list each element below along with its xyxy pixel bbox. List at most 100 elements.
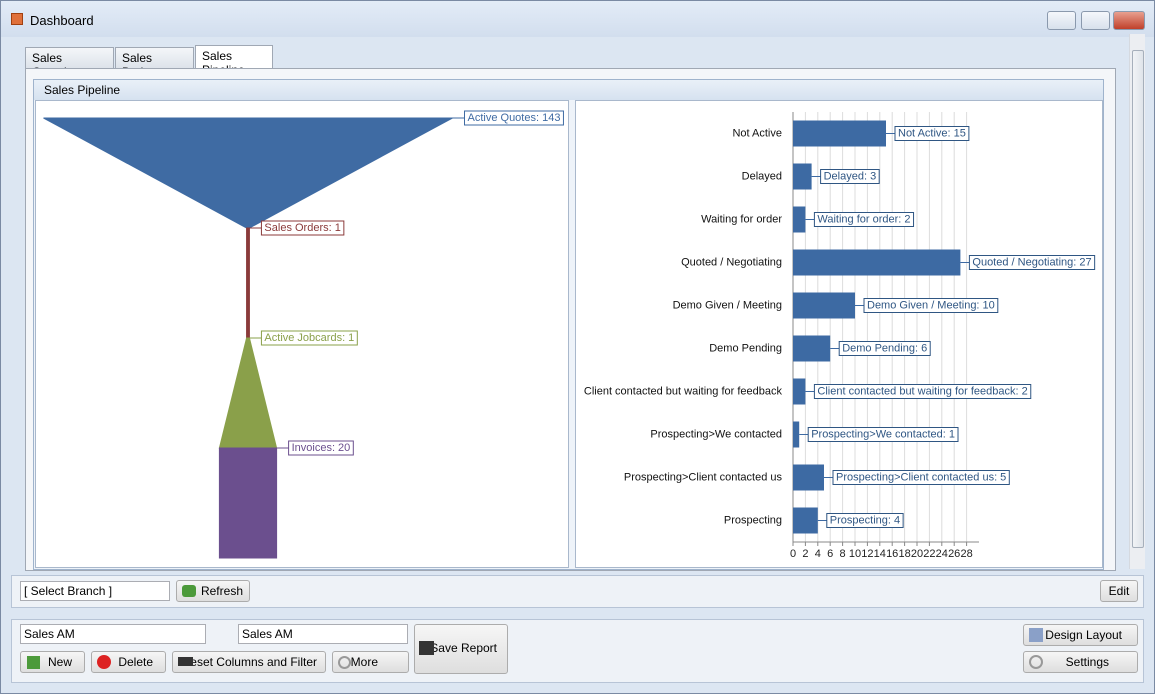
x-tick-label: 14 [874, 548, 886, 560]
data-label: Invoices: 20 [292, 442, 351, 454]
layout-select[interactable]: Sales AM [20, 624, 206, 644]
delete-button[interactable]: Delete [91, 651, 166, 673]
data-label-box [968, 255, 1096, 270]
tab[interactable]: Sales Budget [115, 47, 194, 79]
button-label: Refresh [200, 584, 243, 598]
data-label: Prospecting: 4 [830, 514, 900, 526]
funnel-segment [218, 447, 278, 559]
scroll-thumb[interactable] [1132, 50, 1144, 548]
y-tick-label: Quoted / Negotiating [681, 256, 782, 268]
design-layout-button[interactable]: Design Layout [1023, 624, 1138, 646]
data-label-box [464, 110, 564, 126]
x-tick-label: 18 [898, 548, 910, 560]
icon [182, 585, 196, 597]
bar [793, 507, 818, 534]
reset-button[interactable]: Reset Columns and Filter [172, 651, 326, 673]
data-label: Prospecting>Client contacted us: 5 [836, 471, 1006, 483]
settings-button[interactable]: Settings [1023, 651, 1138, 673]
x-tick-label: 28 [960, 548, 972, 560]
x-tick-label: 0 [790, 548, 796, 560]
bar [793, 249, 961, 276]
icon [338, 656, 351, 669]
data-label-box [807, 427, 959, 442]
data-label-box [260, 330, 358, 346]
y-tick-label: Waiting for order [701, 213, 782, 225]
y-tick-label: Client contacted but waiting for feedbac… [584, 385, 783, 397]
scrollbar[interactable] [1129, 34, 1145, 569]
layout-name-input[interactable]: Sales AM [238, 624, 408, 644]
data-label-box [260, 220, 345, 236]
save-report-button[interactable]: Save Report [414, 624, 508, 674]
button-label: Settings [1065, 655, 1109, 669]
icon [27, 656, 40, 669]
new-button[interactable]: New [20, 651, 85, 673]
data-label: Waiting for order: 2 [817, 213, 910, 225]
bar [793, 292, 855, 319]
refresh-button[interactable]: Refresh [176, 580, 250, 602]
edit-button[interactable]: Edit [1100, 580, 1138, 602]
y-tick-label: Prospecting>Client contacted us [624, 471, 783, 483]
y-tick-label: Prospecting>We contacted [650, 428, 782, 440]
funnel-chart: Active Quotes: 143 Sales Orders: 1 Active … [35, 100, 569, 568]
bar [793, 206, 806, 233]
bar [793, 120, 886, 147]
button-label: More [350, 655, 378, 669]
more-button[interactable]: More [332, 651, 409, 673]
button-label: Delete [118, 655, 153, 669]
data-label-box [813, 212, 915, 227]
x-tick-label: 10 [849, 548, 861, 560]
x-tick-label: 20 [911, 548, 923, 560]
data-label-box [826, 513, 904, 528]
bar [793, 378, 806, 405]
icon [419, 641, 434, 655]
data-label: Active Jobcards: 1 [264, 332, 354, 344]
data-label-box [820, 169, 880, 184]
title-bar: Dashboard [1, 1, 1154, 37]
x-tick-label: 6 [827, 548, 833, 560]
data-label: Delayed: 3 [824, 170, 877, 182]
y-tick-label: Not Active [732, 127, 782, 139]
data-label-box [838, 341, 931, 356]
x-tick-label: 8 [840, 548, 846, 560]
bar [793, 163, 812, 190]
branch-select[interactable]: [ Select Branch ] [20, 581, 170, 601]
button-label: Design Layout [1045, 628, 1122, 642]
app-icon [11, 13, 23, 25]
x-tick-label: 22 [923, 548, 935, 560]
y-tick-label: Demo Given / Meeting [673, 299, 782, 311]
button-label: New [47, 655, 72, 669]
x-tick-label: 26 [948, 548, 960, 560]
x-tick-label: 12 [861, 548, 873, 560]
data-label: Quoted / Negotiating: 27 [972, 256, 1091, 268]
data-label-box [832, 470, 1010, 485]
data-label-box [863, 298, 999, 313]
x-tick-label: 16 [886, 548, 898, 560]
button-label: Reset Columns and Filter [181, 655, 317, 669]
data-label: Demo Pending: 6 [842, 342, 927, 354]
tab-active[interactable]: Sales Pipeline [195, 45, 273, 77]
funnel-segment [43, 117, 453, 229]
tab[interactable]: Sales Overview [25, 47, 114, 79]
data-label-box [813, 384, 1032, 399]
data-label: Not Active: 15 [898, 127, 966, 139]
maximize-button[interactable] [1081, 11, 1110, 30]
data-label: Demo Given / Meeting: 10 [867, 299, 995, 311]
x-tick-label: 24 [936, 548, 948, 560]
y-tick-label: Prospecting [724, 514, 782, 526]
bar [793, 421, 800, 448]
icon [1029, 628, 1043, 642]
funnel-segment [246, 227, 250, 339]
minimize-button[interactable] [1047, 11, 1076, 30]
y-tick-label: Demo Pending [709, 342, 782, 354]
close-button[interactable] [1113, 11, 1145, 30]
group-title: Sales Pipeline [34, 80, 1103, 100]
x-tick-label: 2 [802, 548, 808, 560]
data-label-box [894, 126, 970, 141]
window-title: Dashboard [30, 13, 94, 28]
button-label: Save Report [430, 641, 497, 655]
icon [97, 655, 111, 669]
data-label: Client contacted but waiting for feedbac… [817, 385, 1027, 397]
data-label: Active Quotes: 143 [468, 112, 561, 124]
